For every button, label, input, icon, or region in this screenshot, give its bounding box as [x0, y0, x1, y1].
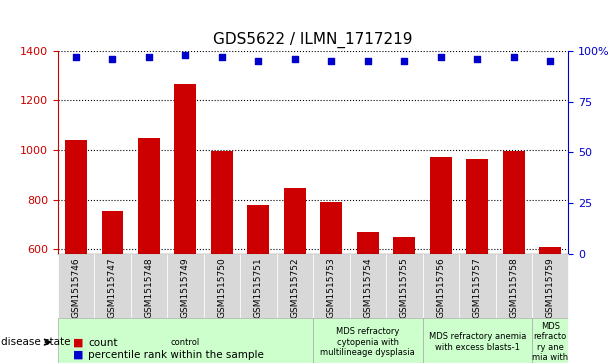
Text: GSM1515746: GSM1515746 [72, 257, 80, 318]
Point [326, 58, 336, 64]
FancyBboxPatch shape [496, 254, 532, 318]
FancyBboxPatch shape [204, 254, 240, 318]
Bar [503, 151, 525, 254]
Text: GSM1515751: GSM1515751 [254, 257, 263, 318]
FancyBboxPatch shape [94, 254, 131, 318]
FancyBboxPatch shape [131, 254, 167, 318]
Point [181, 52, 190, 58]
Bar [211, 151, 233, 254]
FancyBboxPatch shape [277, 254, 313, 318]
Point [472, 56, 482, 62]
FancyBboxPatch shape [313, 254, 350, 318]
Point [71, 54, 81, 60]
FancyBboxPatch shape [167, 254, 204, 318]
Text: control: control [171, 338, 200, 347]
Text: GSM1515754: GSM1515754 [364, 257, 372, 318]
FancyBboxPatch shape [58, 318, 313, 363]
Point [108, 56, 117, 62]
Bar [393, 237, 415, 254]
Bar [430, 158, 452, 254]
Text: percentile rank within the sample: percentile rank within the sample [88, 350, 264, 360]
FancyBboxPatch shape [313, 318, 423, 363]
Text: GSM1515747: GSM1515747 [108, 257, 117, 318]
Point [509, 54, 519, 60]
Text: GSM1515758: GSM1515758 [510, 257, 518, 318]
Text: GSM1515750: GSM1515750 [218, 257, 226, 318]
FancyBboxPatch shape [350, 254, 386, 318]
Bar [320, 202, 342, 254]
FancyBboxPatch shape [423, 318, 532, 363]
FancyBboxPatch shape [532, 254, 568, 318]
Text: MDS refractory
cytopenia with
multilineage dysplasia: MDS refractory cytopenia with multilinea… [320, 327, 415, 357]
Text: count: count [88, 338, 118, 348]
Text: MDS refractory anemia
with excess blasts-1: MDS refractory anemia with excess blasts… [429, 333, 526, 352]
FancyBboxPatch shape [459, 254, 496, 318]
Bar [466, 159, 488, 254]
FancyBboxPatch shape [240, 254, 277, 318]
Bar [138, 138, 160, 254]
Point [363, 58, 373, 64]
Point [399, 58, 409, 64]
Text: disease state: disease state [1, 337, 70, 347]
Text: GSM1515757: GSM1515757 [473, 257, 482, 318]
FancyBboxPatch shape [386, 254, 423, 318]
Text: GSM1515748: GSM1515748 [145, 257, 153, 318]
Bar [357, 232, 379, 254]
Text: GSM1515753: GSM1515753 [327, 257, 336, 318]
Point [217, 54, 227, 60]
Point [436, 54, 446, 60]
FancyBboxPatch shape [58, 254, 94, 318]
Text: GSM1515752: GSM1515752 [291, 257, 299, 318]
Bar [102, 211, 123, 254]
Point [144, 54, 154, 60]
Text: GSM1515755: GSM1515755 [400, 257, 409, 318]
Text: GSM1515756: GSM1515756 [437, 257, 445, 318]
Point [545, 58, 555, 64]
Text: GSM1515759: GSM1515759 [546, 257, 554, 318]
Text: GSM1515749: GSM1515749 [181, 257, 190, 318]
Bar [174, 84, 196, 254]
Text: MDS
refracto
ry ane
mia with: MDS refracto ry ane mia with [532, 322, 568, 362]
Point [254, 58, 263, 64]
Bar [284, 188, 306, 254]
Bar [247, 204, 269, 254]
FancyBboxPatch shape [423, 254, 459, 318]
Text: ■: ■ [73, 350, 83, 360]
Title: GDS5622 / ILMN_1717219: GDS5622 / ILMN_1717219 [213, 32, 413, 48]
Point [290, 56, 300, 62]
Bar [65, 140, 87, 254]
Text: ■: ■ [73, 338, 83, 348]
FancyBboxPatch shape [532, 318, 568, 363]
Bar [539, 247, 561, 254]
